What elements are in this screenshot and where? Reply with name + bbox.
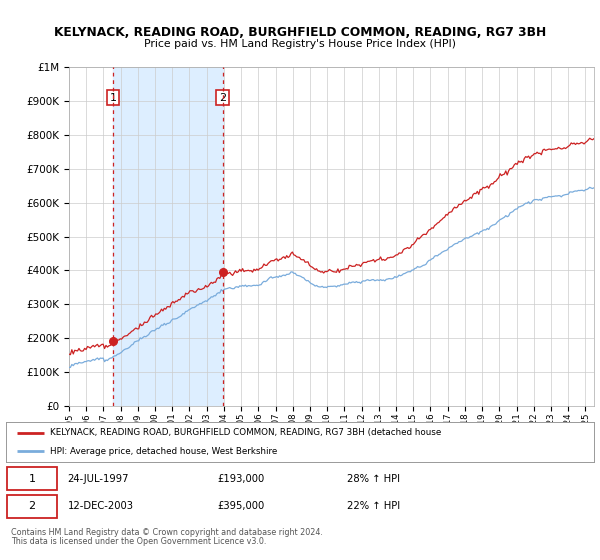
Text: £193,000: £193,000 bbox=[218, 474, 265, 484]
Text: Price paid vs. HM Land Registry's House Price Index (HPI): Price paid vs. HM Land Registry's House … bbox=[144, 39, 456, 49]
Text: This data is licensed under the Open Government Licence v3.0.: This data is licensed under the Open Gov… bbox=[11, 538, 266, 547]
Bar bbox=[113, 67, 223, 406]
Text: 1: 1 bbox=[109, 93, 116, 102]
Text: 22% ↑ HPI: 22% ↑ HPI bbox=[347, 501, 400, 511]
Text: 24-JUL-1997: 24-JUL-1997 bbox=[68, 474, 129, 484]
Text: KELYNACK, READING ROAD, BURGHFIELD COMMON, READING, RG7 3BH: KELYNACK, READING ROAD, BURGHFIELD COMMO… bbox=[54, 26, 546, 39]
Text: KELYNACK, READING ROAD, BURGHFIELD COMMON, READING, RG7 3BH (detached house: KELYNACK, READING ROAD, BURGHFIELD COMMO… bbox=[50, 428, 442, 437]
Text: 2: 2 bbox=[219, 93, 226, 102]
Text: 1: 1 bbox=[29, 474, 35, 484]
Text: Contains HM Land Registry data © Crown copyright and database right 2024.: Contains HM Land Registry data © Crown c… bbox=[11, 529, 323, 538]
FancyBboxPatch shape bbox=[7, 495, 57, 518]
Text: £395,000: £395,000 bbox=[218, 501, 265, 511]
Text: 2: 2 bbox=[29, 501, 36, 511]
Text: 28% ↑ HPI: 28% ↑ HPI bbox=[347, 474, 400, 484]
Text: 12-DEC-2003: 12-DEC-2003 bbox=[68, 501, 134, 511]
FancyBboxPatch shape bbox=[7, 468, 57, 491]
Text: HPI: Average price, detached house, West Berkshire: HPI: Average price, detached house, West… bbox=[50, 447, 277, 456]
